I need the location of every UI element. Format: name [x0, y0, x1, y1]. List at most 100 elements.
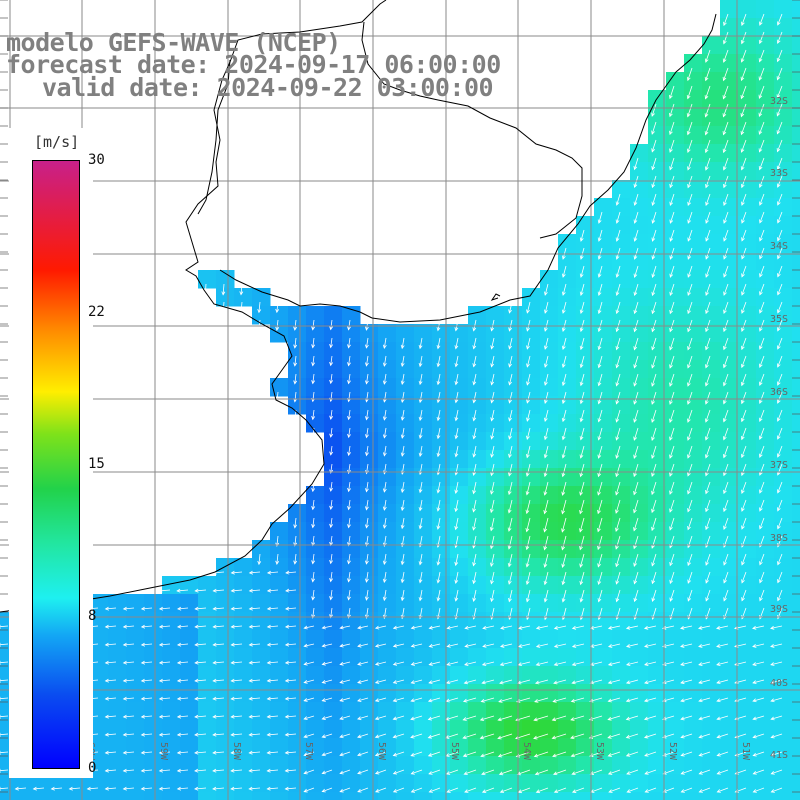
wind-arrow	[615, 481, 621, 496]
wind-arrow	[669, 571, 675, 585]
wind-speed-cell	[684, 72, 703, 91]
wind-speed-cell	[720, 414, 739, 433]
wind-speed-cell	[792, 396, 800, 415]
wind-arrow	[687, 481, 693, 495]
wind-speed-cell	[792, 288, 800, 307]
wind-speed-cell	[162, 720, 181, 739]
wind-arrow	[533, 733, 549, 740]
wind-arrow	[722, 85, 729, 100]
wind-arrow	[740, 157, 747, 171]
wind-arrow	[248, 732, 261, 737]
wind-arrow	[579, 427, 585, 441]
wind-arrow	[311, 337, 316, 349]
wind-arrow	[508, 445, 513, 459]
wind-arrow	[194, 786, 207, 791]
wind-speed-cell	[378, 702, 397, 721]
wind-speed-cell	[576, 702, 595, 721]
wind-speed-cell	[540, 450, 559, 469]
wind-speed-cell	[612, 684, 631, 703]
wind-speed-cell	[648, 162, 667, 181]
wind-arrow	[418, 373, 423, 386]
latitude-label: 35S	[770, 314, 788, 325]
wind-arrow	[392, 643, 405, 648]
wind-arrow	[705, 247, 711, 260]
wind-speed-cell	[180, 630, 199, 649]
wind-speed-cell	[774, 702, 793, 721]
wind-arrow	[140, 606, 153, 611]
wind-speed-cell	[468, 432, 487, 451]
wind-speed-cell	[342, 594, 361, 613]
wind-speed-cell	[576, 738, 595, 757]
wind-arrow	[311, 517, 316, 529]
wind-arrow	[347, 427, 351, 439]
wind-speed-cell	[738, 486, 757, 505]
wind-arrow	[758, 373, 765, 387]
wind-arrow	[752, 697, 765, 703]
wind-speed-cell	[558, 342, 577, 361]
wind-arrow	[140, 750, 153, 755]
wind-speed-cell	[702, 324, 721, 343]
wind-speed-cell	[252, 666, 271, 685]
wind-speed-cell	[774, 36, 793, 55]
wind-arrow	[597, 589, 603, 603]
colorbar-unit: [m/s]	[34, 133, 80, 151]
wind-speed-cell	[342, 432, 361, 451]
wind-arrow	[194, 714, 207, 719]
wind-arrow	[427, 697, 441, 703]
wind-arrow	[347, 409, 351, 421]
wind-arrow	[311, 589, 316, 601]
wind-speed-cell	[468, 414, 487, 433]
wind-speed-cell	[774, 684, 793, 703]
wind-speed-cell	[108, 612, 127, 631]
wind-arrow	[776, 67, 783, 81]
wind-arrow	[651, 301, 657, 315]
wind-speed-cell	[414, 396, 433, 415]
wind-arrow	[705, 553, 711, 566]
wind-speed-cell	[432, 324, 451, 343]
wind-arrow	[418, 427, 423, 440]
wind-speed-cell	[666, 378, 685, 397]
wind-speed-cell	[630, 558, 649, 577]
wind-arrow	[662, 751, 675, 757]
wind-arrow	[339, 661, 351, 666]
wind-speed-cell	[612, 288, 631, 307]
wind-arrow	[293, 553, 298, 565]
wind-speed-cell	[792, 342, 800, 361]
wind-arrow	[589, 769, 603, 775]
wind-speed-cell	[180, 594, 199, 613]
wind-arrow	[705, 301, 711, 315]
wind-speed-cell	[450, 684, 469, 703]
wind-speed-cell	[774, 414, 793, 433]
wind-speed-cell	[648, 792, 667, 800]
wind-speed-cell	[576, 234, 595, 253]
wind-arrow	[357, 697, 369, 702]
wind-arrow	[464, 661, 477, 666]
wind-arrow	[740, 67, 747, 82]
wind-speed-cell	[666, 234, 685, 253]
wind-arrow	[687, 301, 693, 315]
wind-arrow	[633, 427, 639, 441]
wind-speed-cell	[720, 324, 739, 343]
wind-speed-cell	[630, 306, 649, 325]
wind-speed-cell	[468, 648, 487, 667]
wind-speed-cell	[612, 702, 631, 721]
wind-arrow	[339, 751, 351, 757]
wind-speed-cell	[630, 162, 649, 181]
wind-speed-cell	[216, 288, 235, 307]
wind-speed-cell	[342, 468, 361, 487]
wind-speed-cell	[396, 414, 415, 433]
wind-arrow	[740, 409, 747, 423]
wind-arrow	[669, 157, 675, 171]
wind-speed-cell	[738, 288, 757, 307]
wind-speed-cell	[108, 702, 127, 721]
wind-speed-cell	[558, 414, 577, 433]
wind-arrow	[579, 229, 585, 242]
wind-speed-cell	[684, 180, 703, 199]
wind-arrow	[418, 499, 423, 512]
wind-speed-cell	[666, 108, 685, 127]
wind-arrow	[230, 750, 243, 755]
wind-speed-cell	[630, 396, 649, 415]
wind-speed-cell	[396, 504, 415, 523]
wind-speed-cell	[558, 666, 577, 685]
wind-arrow	[339, 697, 351, 702]
